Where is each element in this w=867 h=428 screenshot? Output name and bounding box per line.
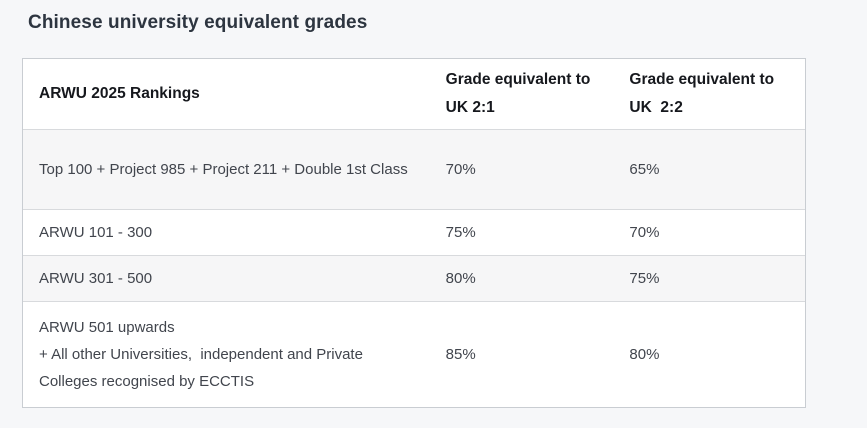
table-row: ARWU 101 - 300 75% 70% bbox=[23, 209, 805, 255]
column-header-uk-2-1: Grade equivalent to UK 2:1 bbox=[429, 59, 614, 130]
ranking-cell: ARWU 301 - 500 bbox=[39, 269, 153, 287]
uk-2-2-cell: 65% bbox=[629, 160, 660, 178]
ranking-cell: Top 100 + Project 985 + Project 211 + Do… bbox=[39, 160, 408, 178]
uk-2-2-cell: 80% bbox=[629, 345, 660, 363]
column-header-uk-2-2: Grade equivalent to UK 2:2 bbox=[613, 59, 805, 130]
table-row: ARWU 301 - 500 80% 75% bbox=[23, 255, 805, 301]
grades-table-grid: ARWU 2025 Rankings Grade equivalent to U… bbox=[23, 59, 805, 407]
table-row: ARWU 501 upwards + All other Universitie… bbox=[23, 301, 805, 407]
uk-2-1-cell: 85% bbox=[445, 345, 476, 363]
uk-2-2-cell: 75% bbox=[629, 269, 660, 287]
page-title: Chinese university equivalent grades bbox=[28, 12, 368, 33]
ranking-cell: ARWU 501 upwards + All other Universitie… bbox=[39, 318, 363, 390]
table-row: Top 100 + Project 985 + Project 211 + Do… bbox=[23, 129, 805, 209]
table-header-row: ARWU 2025 Rankings Grade equivalent to U… bbox=[23, 59, 805, 130]
column-header-rankings: ARWU 2025 Rankings bbox=[23, 59, 430, 130]
ranking-cell: ARWU 101 - 300 bbox=[39, 223, 153, 241]
uk-2-1-cell: 75% bbox=[445, 223, 476, 241]
uk-2-1-cell: 70% bbox=[445, 160, 476, 178]
uk-2-2-cell: 70% bbox=[629, 223, 660, 241]
grades-table: ARWU 2025 Rankings Grade equivalent to U… bbox=[22, 58, 806, 408]
uk-2-1-cell: 80% bbox=[445, 269, 476, 287]
